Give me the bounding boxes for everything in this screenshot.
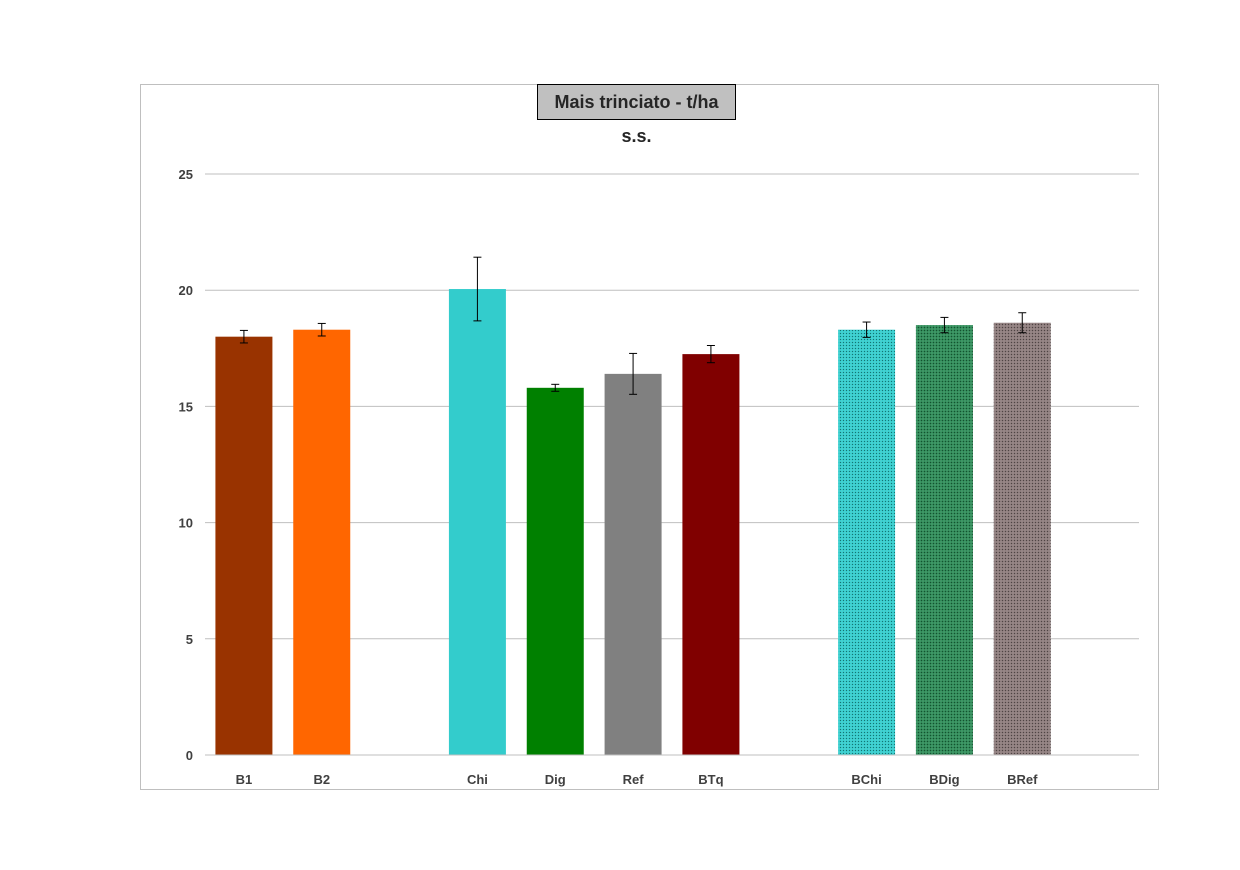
error-bar-ref xyxy=(629,352,638,395)
y-tick-label: 10 xyxy=(179,516,193,531)
chart-title: Mais trinciato - t/ha s.s. xyxy=(537,84,736,146)
error-bar-bref xyxy=(1018,312,1027,334)
x-tick-label-bchi: BChi xyxy=(851,772,881,787)
bar-b1[interactable] xyxy=(215,336,273,755)
bar-b2[interactable] xyxy=(293,329,351,755)
x-tick-label-b1: B1 xyxy=(236,772,253,787)
bar-btq[interactable] xyxy=(682,354,740,755)
x-tick-label-b2: B2 xyxy=(313,772,330,787)
error-bar-b1 xyxy=(239,329,248,344)
bar-chi[interactable] xyxy=(448,289,506,755)
bar-pattern-bref xyxy=(993,322,1051,755)
y-tick-label: 0 xyxy=(186,748,193,763)
x-tick-label-btq: BTq xyxy=(698,772,723,787)
error-bar-bchi xyxy=(862,321,871,338)
y-tick-label: 20 xyxy=(179,283,193,298)
x-tick-label-chi: Chi xyxy=(467,772,488,787)
error-bar-b2 xyxy=(317,322,326,337)
bar-ref[interactable] xyxy=(604,373,662,755)
bar-pattern-bdig xyxy=(915,325,973,755)
x-tick-label-dig: Dig xyxy=(545,772,566,787)
error-bar-chi xyxy=(473,256,482,322)
error-bar-btq xyxy=(706,345,715,364)
x-tick-label-ref: Ref xyxy=(623,772,645,787)
x-tick-label-bdig: BDig xyxy=(929,772,959,787)
bar-dig[interactable] xyxy=(526,387,584,755)
error-bar-dig xyxy=(551,383,560,392)
y-tick-label: 25 xyxy=(179,167,193,182)
x-tick-label-bref: BRef xyxy=(1007,772,1038,787)
bar-pattern-bchi xyxy=(838,329,896,755)
error-bar-bdig xyxy=(940,316,949,334)
y-tick-label: 15 xyxy=(179,399,193,414)
y-tick-label: 5 xyxy=(186,632,193,647)
